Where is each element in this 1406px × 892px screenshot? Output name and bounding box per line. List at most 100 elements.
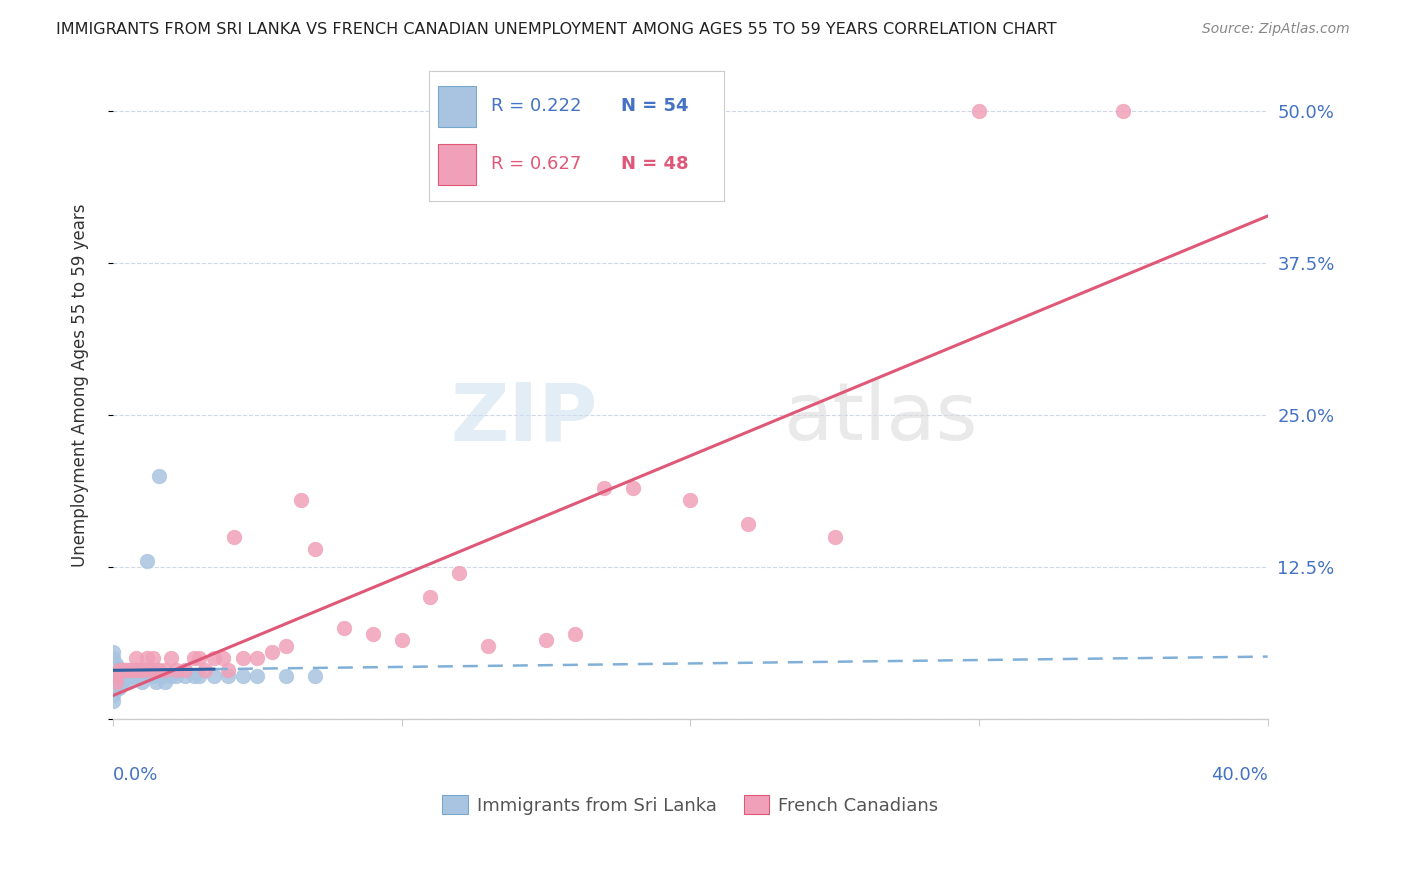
- Point: [110, 669, 132, 683]
- Point: [290, 493, 312, 508]
- Point: [101, 645, 124, 659]
- Point: [128, 663, 150, 677]
- Point: [112, 669, 135, 683]
- Point: [621, 481, 644, 495]
- Point: [260, 645, 283, 659]
- Point: [174, 669, 197, 683]
- Point: [224, 530, 246, 544]
- Point: [246, 669, 269, 683]
- Point: [101, 669, 124, 683]
- Point: [202, 651, 225, 665]
- Point: [333, 621, 356, 635]
- Text: Source: ZipAtlas.com: Source: ZipAtlas.com: [1202, 22, 1350, 37]
- Point: [274, 669, 297, 683]
- Point: [304, 541, 326, 556]
- Point: [112, 663, 135, 677]
- Point: [101, 651, 124, 665]
- Point: [246, 651, 269, 665]
- Point: [592, 481, 614, 495]
- Point: [107, 663, 129, 677]
- Point: [101, 657, 124, 672]
- Point: [125, 651, 148, 665]
- Point: [131, 663, 153, 677]
- Point: [142, 651, 165, 665]
- Point: [564, 627, 586, 641]
- Point: [104, 657, 127, 672]
- Point: [122, 669, 145, 683]
- Point: [145, 675, 167, 690]
- Point: [824, 530, 846, 544]
- Point: [117, 669, 139, 683]
- Point: [148, 468, 170, 483]
- Point: [112, 663, 135, 677]
- Point: [202, 669, 225, 683]
- Text: 40.0%: 40.0%: [1211, 765, 1268, 783]
- Point: [737, 517, 759, 532]
- Point: [122, 663, 145, 677]
- Text: R = 0.627: R = 0.627: [491, 155, 581, 173]
- Point: [165, 669, 187, 683]
- Point: [145, 663, 167, 677]
- Point: [183, 669, 205, 683]
- Point: [361, 627, 384, 641]
- Point: [232, 651, 254, 665]
- Text: 0.0%: 0.0%: [112, 765, 159, 783]
- Point: [139, 663, 162, 677]
- Point: [104, 669, 127, 683]
- Point: [107, 675, 129, 690]
- Point: [101, 663, 124, 677]
- Point: [165, 663, 187, 677]
- Point: [136, 651, 159, 665]
- Point: [159, 651, 181, 665]
- Point: [217, 663, 239, 677]
- Point: [391, 632, 413, 647]
- Point: [131, 669, 153, 683]
- Point: [188, 669, 211, 683]
- Point: [419, 591, 441, 605]
- Point: [101, 693, 124, 707]
- Text: N = 54: N = 54: [621, 97, 689, 115]
- Point: [534, 632, 557, 647]
- Point: [967, 104, 990, 119]
- Point: [159, 669, 181, 683]
- Bar: [437, 86, 477, 127]
- Point: [120, 663, 142, 677]
- Point: [101, 688, 124, 702]
- Point: [679, 493, 702, 508]
- Point: [148, 663, 170, 677]
- Y-axis label: Unemployment Among Ages 55 to 59 years: Unemployment Among Ages 55 to 59 years: [72, 203, 89, 566]
- Point: [107, 669, 129, 683]
- Point: [107, 681, 129, 696]
- Point: [153, 663, 176, 677]
- Point: [101, 681, 124, 696]
- Point: [183, 651, 205, 665]
- Point: [136, 554, 159, 568]
- Point: [194, 663, 217, 677]
- Text: atlas: atlas: [783, 379, 977, 458]
- Point: [134, 663, 156, 677]
- Point: [104, 675, 127, 690]
- Point: [188, 651, 211, 665]
- Point: [110, 663, 132, 677]
- Point: [122, 663, 145, 677]
- Text: R = 0.222: R = 0.222: [491, 97, 581, 115]
- Point: [125, 663, 148, 677]
- Point: [101, 675, 124, 690]
- Text: N = 48: N = 48: [621, 155, 689, 173]
- Point: [1112, 104, 1135, 119]
- Point: [449, 566, 471, 580]
- Point: [131, 675, 153, 690]
- Point: [120, 669, 142, 683]
- Point: [211, 651, 233, 665]
- Point: [104, 669, 127, 683]
- Point: [101, 663, 124, 677]
- Point: [142, 669, 165, 683]
- Point: [174, 663, 197, 677]
- Point: [274, 639, 297, 653]
- Legend: Immigrants from Sri Lanka, French Canadians: Immigrants from Sri Lanka, French Canadi…: [436, 788, 945, 822]
- Point: [232, 669, 254, 683]
- Point: [117, 675, 139, 690]
- Point: [104, 663, 127, 677]
- Bar: [437, 144, 477, 186]
- Point: [110, 675, 132, 690]
